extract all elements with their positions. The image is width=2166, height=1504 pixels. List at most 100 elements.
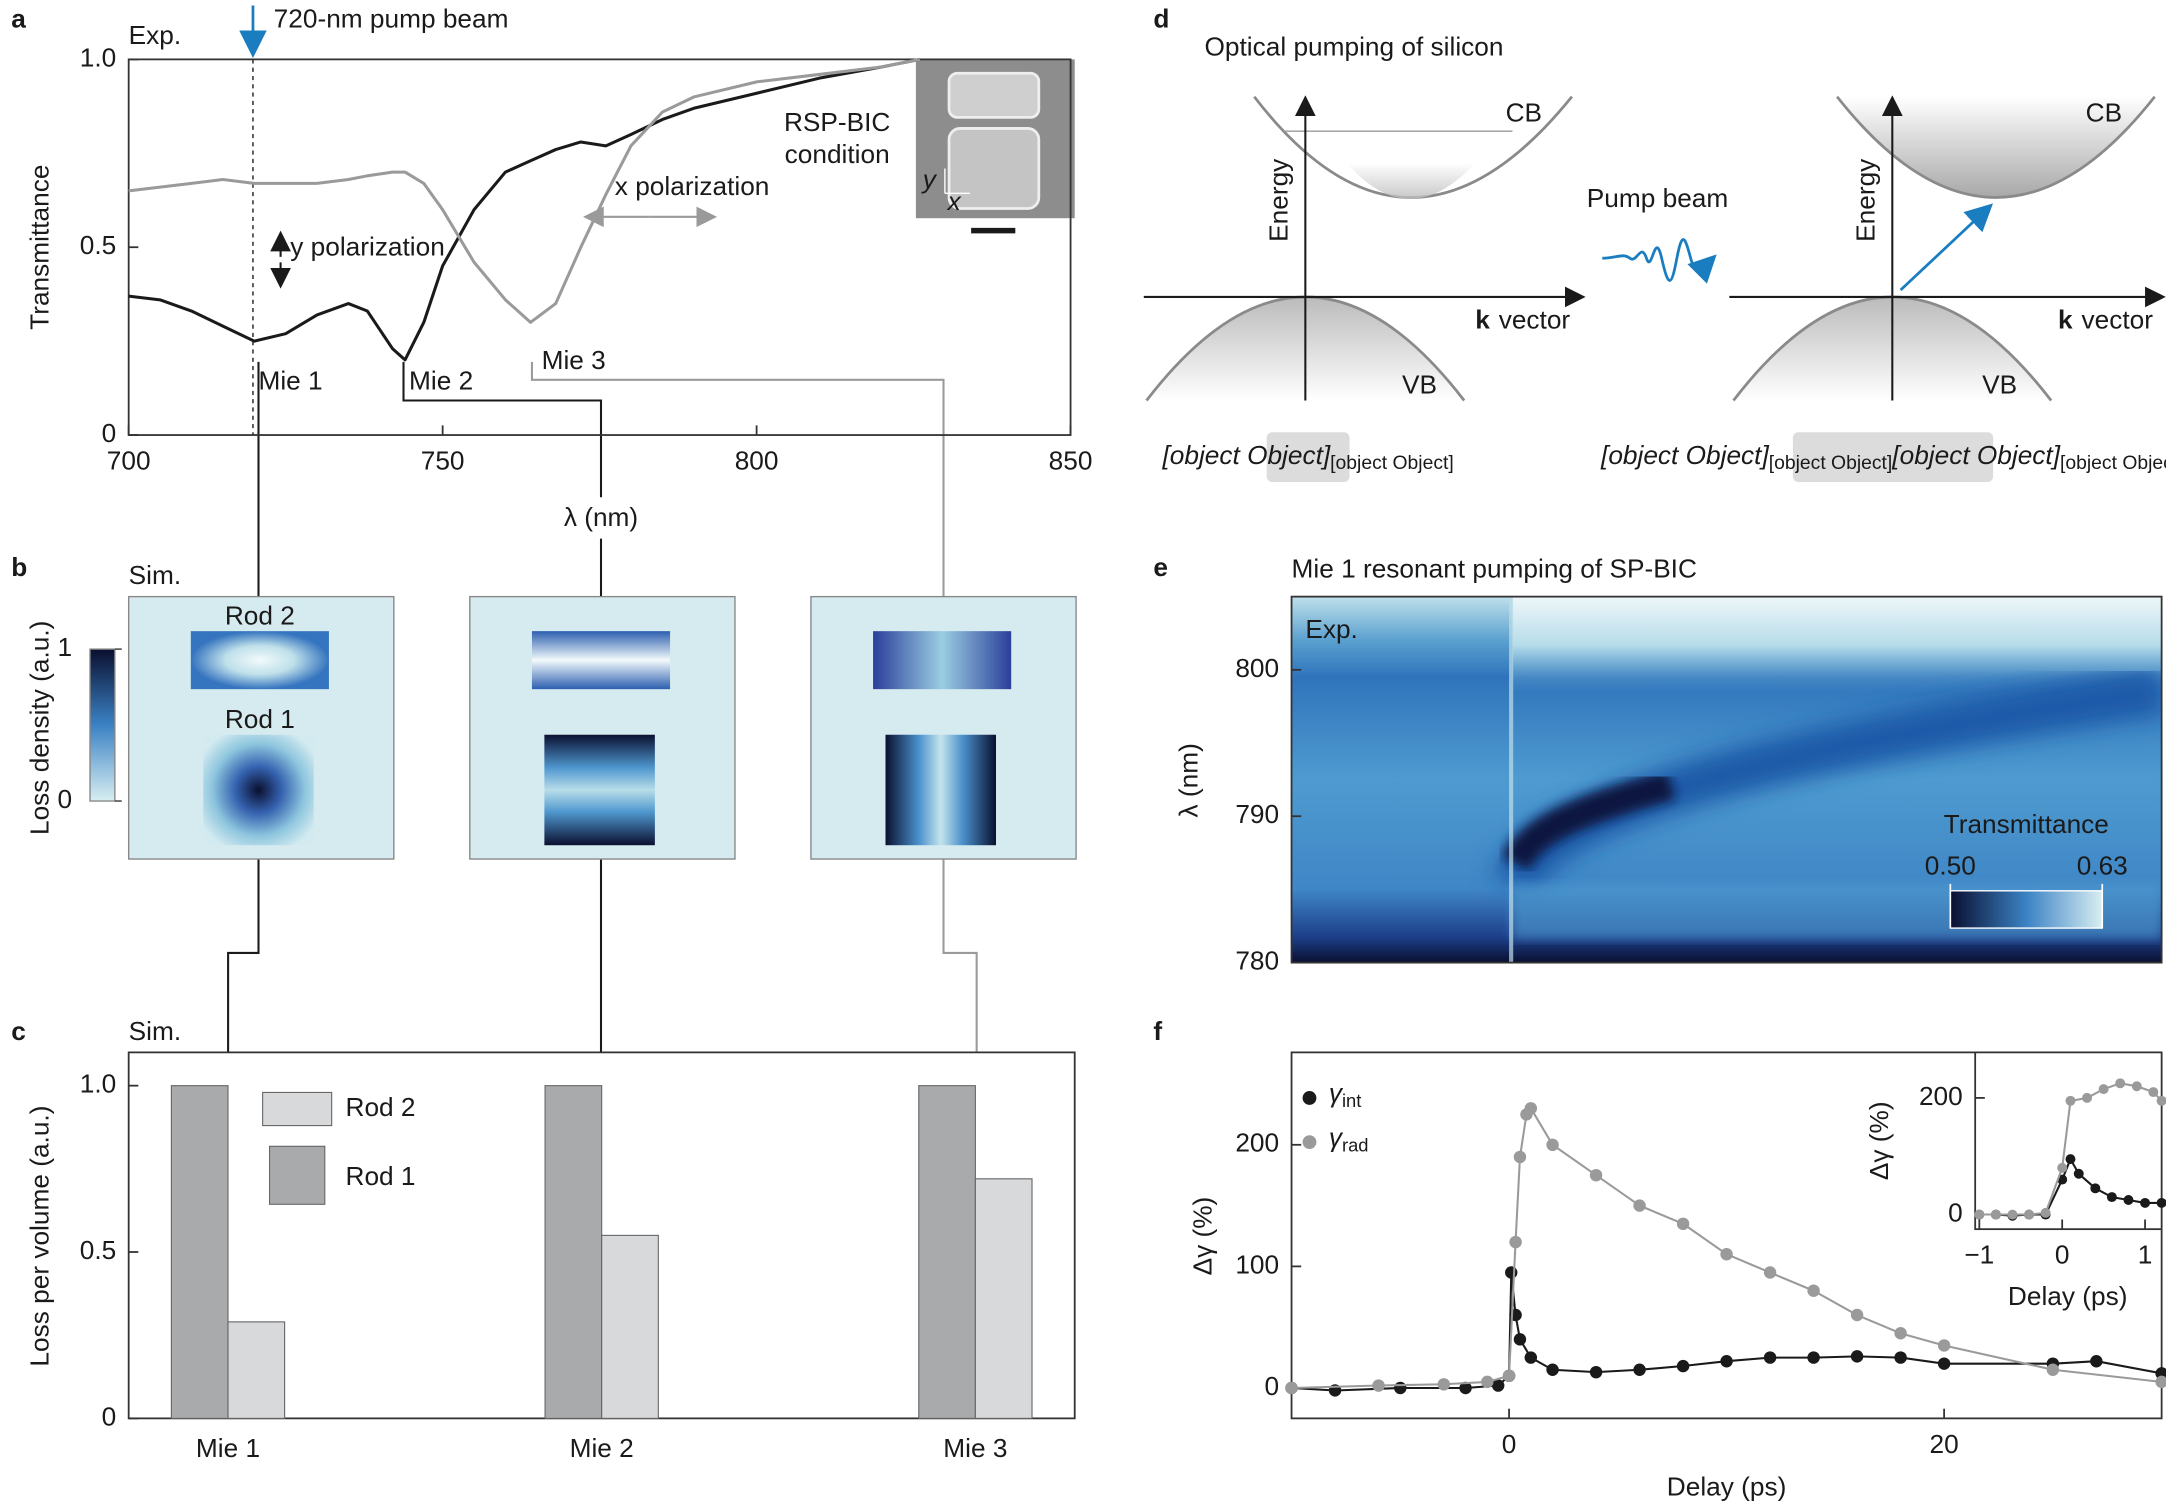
inset-background (1975, 1052, 2162, 1230)
band-diagram (1143, 95, 2166, 482)
data-point (1546, 1363, 1559, 1376)
x-tick-label: 700 (107, 446, 151, 476)
data-point (2155, 1375, 2166, 1389)
data-point (1285, 1381, 1298, 1395)
x-tick-label: 0 (1502, 1429, 1517, 1459)
y-axis-label: Δγ (%) (1864, 1101, 1894, 1180)
y-axis-label: Δγ (%) (1187, 1197, 1217, 1276)
data-point (2046, 1363, 2060, 1376)
data-point (1437, 1378, 1451, 1391)
y-tick-label: 0 (102, 1401, 117, 1431)
bar (544, 1085, 603, 1419)
axis-label: Energy (1850, 158, 1880, 242)
data-point (1937, 1357, 1951, 1370)
data-point (2065, 1095, 2076, 1106)
y-tick-label: 800 (1235, 653, 1279, 683)
legend-label: γrad (1329, 1122, 1369, 1155)
colorbar-label: Loss density (a.u.) (25, 621, 55, 835)
plot-frame (1974, 1051, 2163, 1231)
bar (227, 1321, 286, 1419)
y-tick-label: 100 (1235, 1249, 1279, 1279)
data-point (2057, 1162, 2068, 1173)
bar (974, 1178, 1033, 1419)
colorbar-tick-label: 0.63 (2077, 850, 2128, 880)
data-point (1524, 1351, 1538, 1364)
y-axis-label: Loss per volume (a.u.) (25, 1106, 55, 1367)
colorbar-label: Transmittance (1944, 809, 2109, 839)
bar (918, 1085, 976, 1419)
annotation: Mie 2 (409, 365, 473, 395)
x-tick-label: Mie 1 (196, 1433, 260, 1463)
band-label: CB (1506, 98, 1542, 128)
y-axis-label: Transmittance (25, 165, 55, 330)
heatmap-image (1291, 596, 2162, 963)
data-point (2098, 1084, 2109, 1095)
annotation: Rod 2 (225, 600, 295, 630)
annotation: Mie 1 (258, 365, 322, 395)
band-label: VB (1402, 370, 1437, 400)
data-point (1481, 1375, 1494, 1389)
y-tick-label: 0 (102, 418, 117, 448)
diagram-title: Optical pumping of silicon (1205, 31, 1504, 61)
colorbar-tick-label: 0 (57, 784, 72, 814)
y-tick-label: 0 (1265, 1371, 1280, 1401)
data-point (1807, 1284, 1820, 1297)
data-point (2106, 1192, 2117, 1203)
annotation: y (921, 164, 938, 194)
data-point (1633, 1199, 1646, 1212)
data-point (2090, 1183, 2101, 1194)
data-point (1513, 1150, 1527, 1164)
y-tick-label: 200 (1235, 1128, 1279, 1158)
panel-letter: e (1153, 552, 1168, 582)
index-part: [object Object] (1600, 440, 1769, 470)
annotation: Rod 1 (225, 704, 295, 734)
data-point (2024, 1209, 2035, 1220)
legend-marker (1302, 1135, 1317, 1150)
data-point (1974, 1209, 1985, 1220)
colorbar-tick-label: 1 (57, 632, 72, 662)
data-point (1894, 1351, 1907, 1364)
panel-letter: a (11, 4, 26, 34)
data-point (1372, 1379, 1385, 1392)
annotation: Exp. (1305, 614, 1357, 644)
data-point (1720, 1355, 1733, 1368)
band-label: CB (2086, 98, 2122, 128)
axis-label: vector (1499, 305, 1571, 335)
data-point (1720, 1248, 1733, 1261)
loss-maps (89, 595, 1077, 860)
data-point (1850, 1308, 1864, 1322)
data-point (2073, 1168, 2084, 1179)
data-point (2090, 1355, 2103, 1368)
x-tick-label: 850 (1049, 446, 1093, 476)
annotation: condition (785, 139, 890, 169)
x-tick-label: Mie 2 (570, 1433, 634, 1463)
data-point (1807, 1351, 1820, 1364)
y-tick-label: 0.5 (80, 230, 116, 260)
annotation: 720-nm pump beam (274, 4, 509, 34)
data-point (1459, 1381, 1472, 1395)
data-point (1676, 1359, 1690, 1373)
y-tick-label: 0 (1948, 1198, 1963, 1228)
annotation: Exp. (129, 20, 181, 50)
plot-frame (1290, 595, 2163, 964)
panel-letter: d (1153, 4, 1169, 34)
data-point (1513, 1333, 1527, 1346)
annotation: RSP-BIC (784, 107, 890, 137)
annotation: Mie 3 (542, 345, 606, 375)
colorbar-tick-label: 0.50 (1925, 850, 1976, 880)
x-tick-label: 750 (421, 446, 465, 476)
axis-label: Energy (1263, 158, 1293, 242)
data-point (1546, 1138, 1559, 1152)
data-point (2131, 1081, 2142, 1092)
data-point (1589, 1168, 1603, 1182)
index-part: [object Object] (1769, 453, 1893, 474)
legend-marker (1302, 1091, 1317, 1105)
x-tick-label: 800 (735, 446, 779, 476)
y-tick-label: 1.0 (80, 1069, 116, 1099)
data-point (1509, 1235, 1522, 1249)
y-axis-label: λ (nm) (1174, 743, 1204, 817)
data-point (1990, 1209, 2001, 1220)
index-part: [object Object] (1161, 440, 1330, 470)
